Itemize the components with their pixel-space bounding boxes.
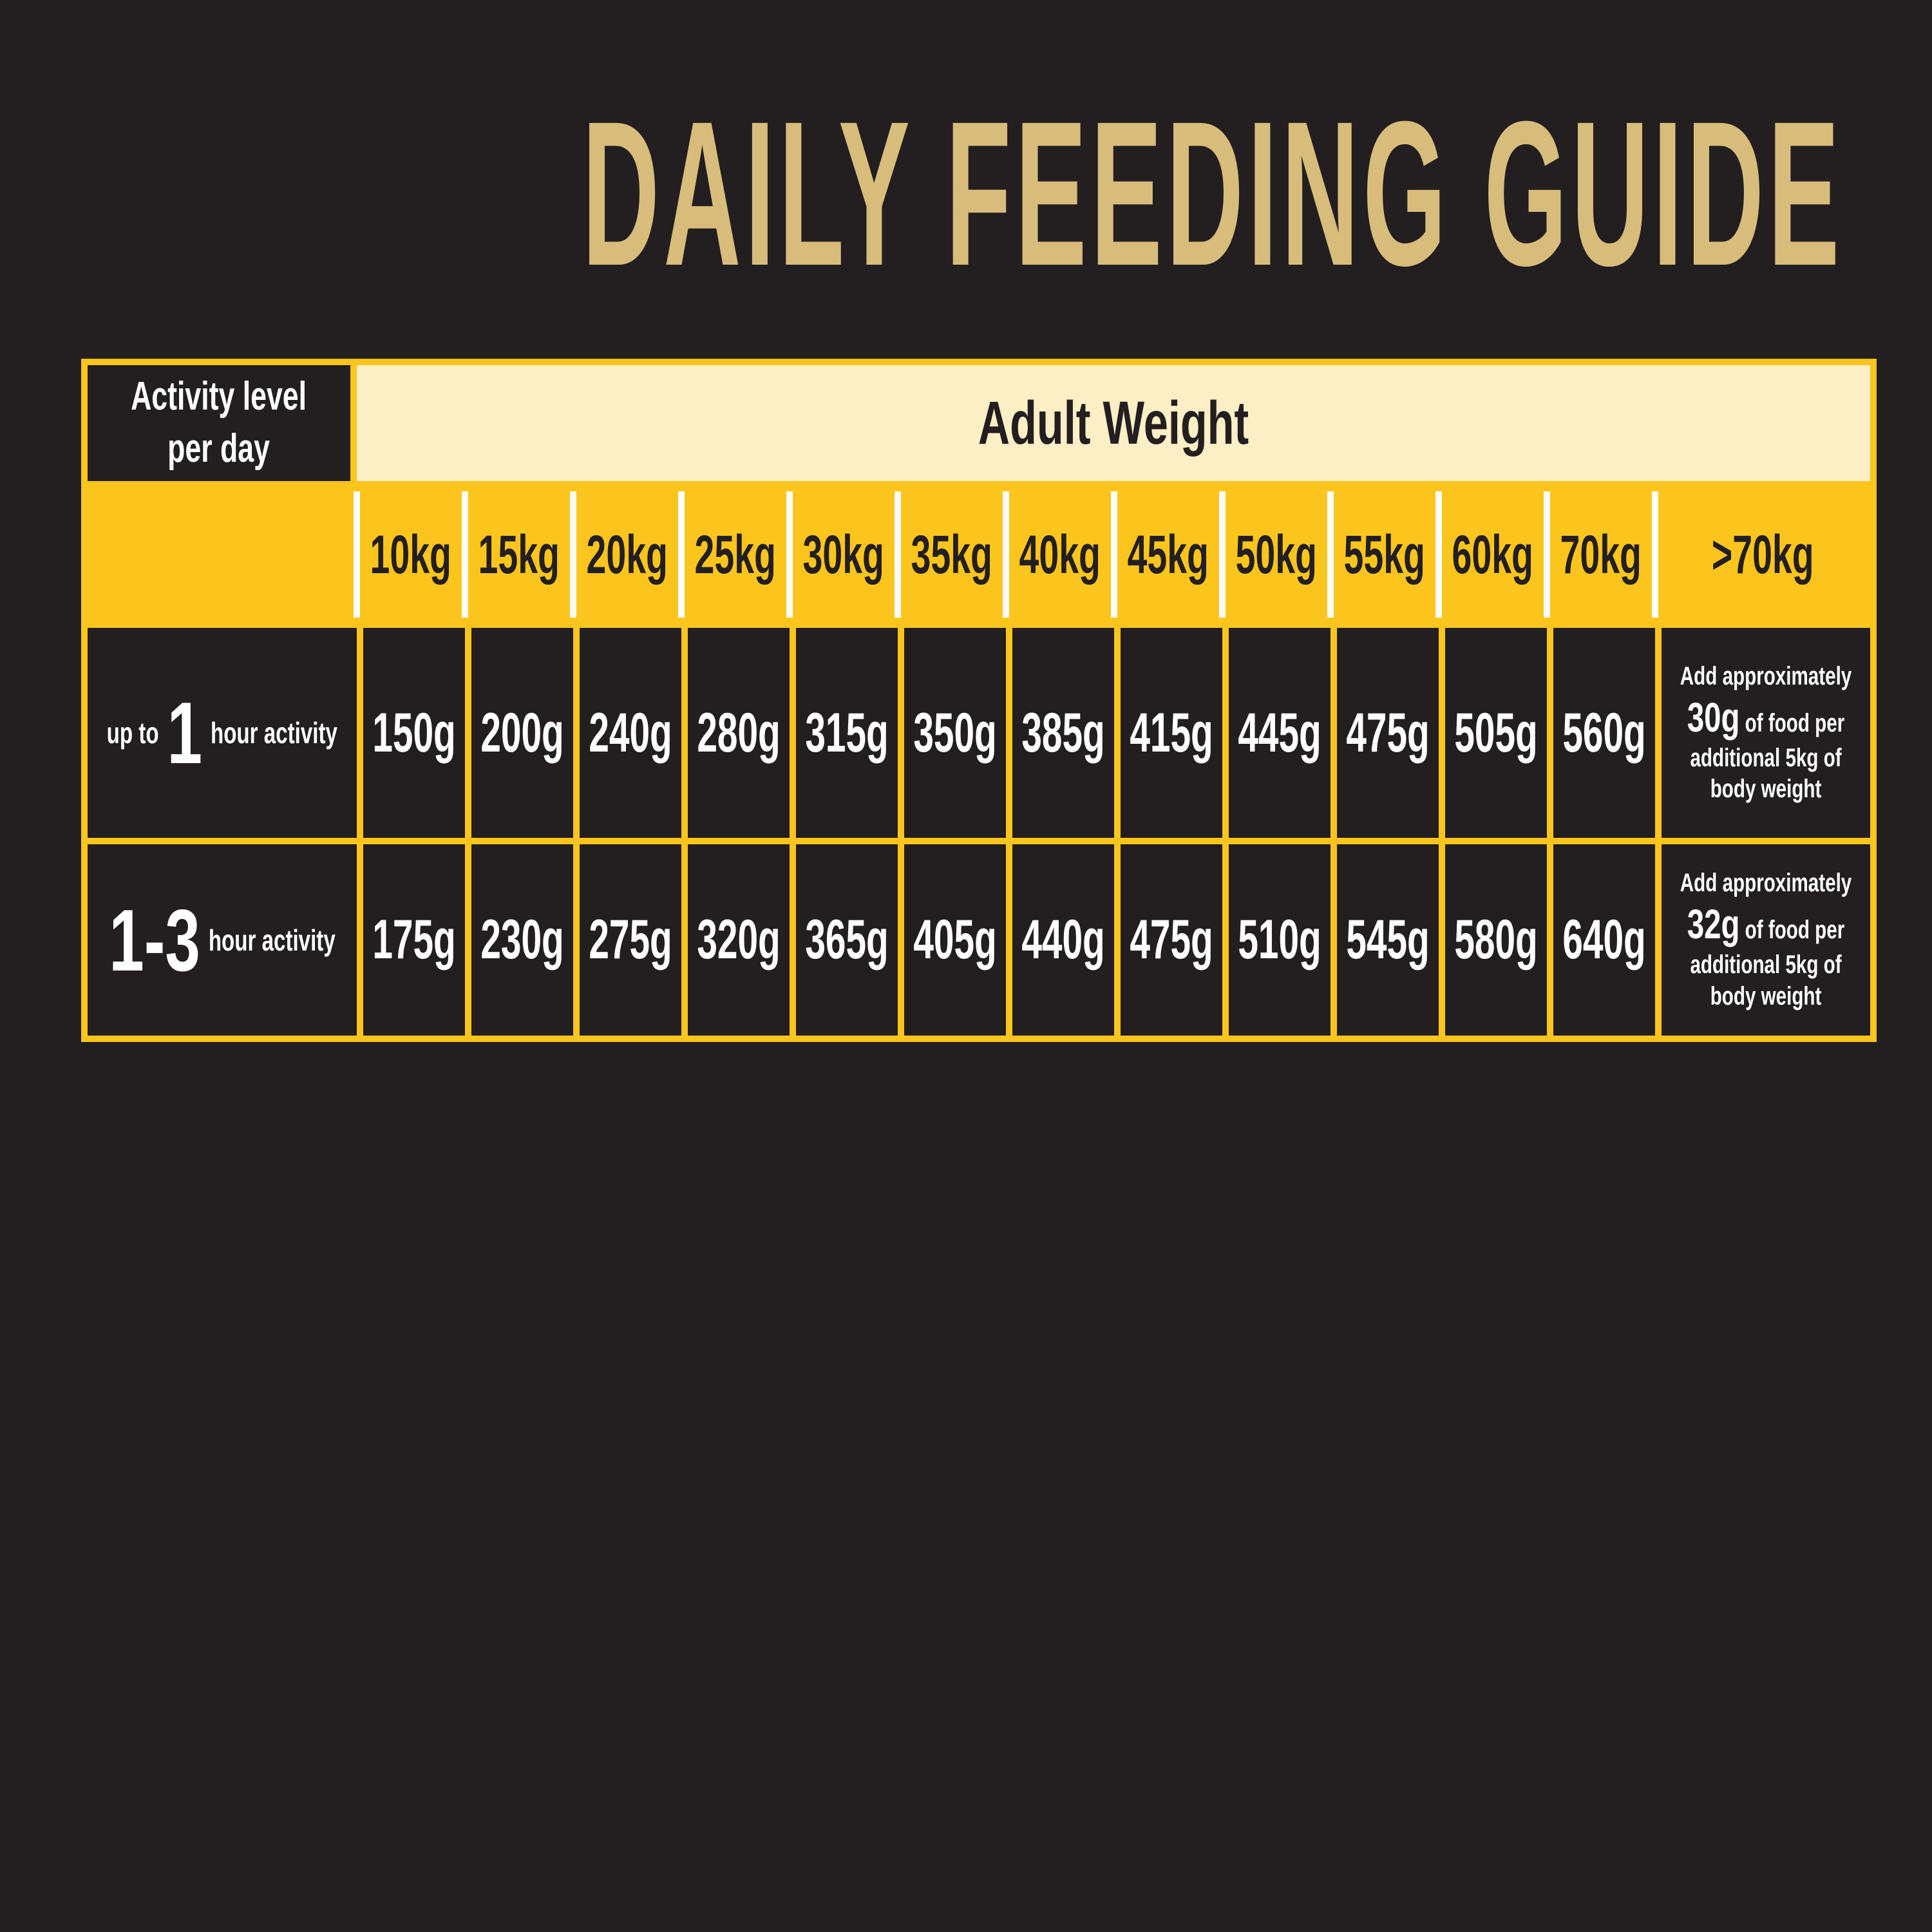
feed-amount-cell: 240g [573,628,681,838]
weight-header-35kg: 35kg [895,481,1006,628]
over-70kg-note-row1: Add approximately 30g of food per additi… [1655,628,1870,838]
blank-header-cell [88,481,357,628]
feed-amount-cell: 200g [465,628,573,838]
feed-amount-cell: 320g [681,838,790,1036]
weight-header-60kg: 60kg [1435,481,1547,628]
weight-header-over-70kg: >70kg [1652,481,1870,628]
weight-header-70kg: 70kg [1544,481,1655,628]
feed-amount-cell: 315g [790,628,898,838]
feed-amount-cell: 510g [1222,838,1331,1036]
feed-amount-cell: 275g [573,838,681,1036]
corner-header-text: Activity level per day [131,374,307,471]
weight-header-45kg: 45kg [1111,481,1222,628]
weight-header-50kg: 50kg [1219,481,1331,628]
feed-amount-cell: 175g [357,838,465,1036]
weight-header-25kg: 25kg [678,481,790,628]
feed-amount-cell: 545g [1331,838,1439,1036]
feed-amount-cell: 560g [1547,628,1655,838]
feed-amount-cell: 640g [1547,838,1655,1036]
feed-amount-cell: 415g [1114,628,1222,838]
feed-amount-cell: 505g [1439,628,1547,838]
feeding-table: Activity level per day Adult Weight 10kg… [81,359,1877,1042]
feed-amount-cell: 350g [898,628,1006,838]
feed-amount-cell: 445g [1222,628,1331,838]
weight-header-20kg: 20kg [570,481,681,628]
activity-label-1-3-hour: 1-3 hour activity [88,838,357,1036]
over-70kg-note-row2: Add approximately 32g of food per additi… [1655,838,1870,1036]
feed-amount-cell: 385g [1006,628,1114,838]
feed-amount-cell: 150g [357,628,465,838]
feed-amount-cell: 405g [898,838,1006,1036]
feed-amount-cell: 230g [465,838,573,1036]
weight-header-10kg: 10kg [354,481,465,628]
page-title: DAILY FEEDING GUIDE [582,78,1844,308]
feed-amount-cell: 365g [790,838,898,1036]
feed-amount-cell: 475g [1331,628,1439,838]
weight-header-40kg: 40kg [1003,481,1114,628]
weight-header-15kg: 15kg [462,481,573,628]
weight-header-55kg: 55kg [1327,481,1439,628]
feed-amount-cell: 440g [1006,838,1114,1036]
feed-amount-cell: 280g [681,628,790,838]
activity-label-up-to-1-hour: up to 1 hour activity [88,628,357,838]
weight-header-30kg: 30kg [786,481,898,628]
corner-header-activity-level: Activity level per day [88,365,357,481]
adult-weight-header: Adult Weight [357,365,1870,481]
feed-amount-cell: 475g [1114,838,1222,1036]
feed-amount-cell: 580g [1439,838,1547,1036]
